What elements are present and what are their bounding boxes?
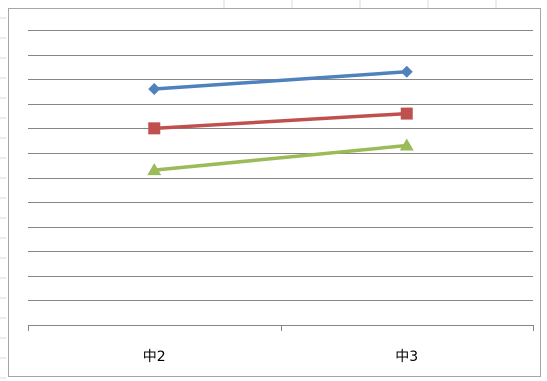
data-point-marker [148, 83, 161, 95]
data-point-marker [147, 163, 162, 176]
series-line [154, 143, 407, 172]
data-point-marker [400, 107, 413, 120]
x-tick-label: 中3 [395, 349, 418, 365]
series-line [154, 111, 407, 131]
data-point-marker [400, 65, 413, 78]
series-line [154, 70, 407, 91]
x-tick-label: 中2 [143, 349, 166, 365]
data-point-marker [399, 138, 414, 151]
chart-frame [8, 8, 541, 377]
data-point-marker [148, 122, 161, 135]
